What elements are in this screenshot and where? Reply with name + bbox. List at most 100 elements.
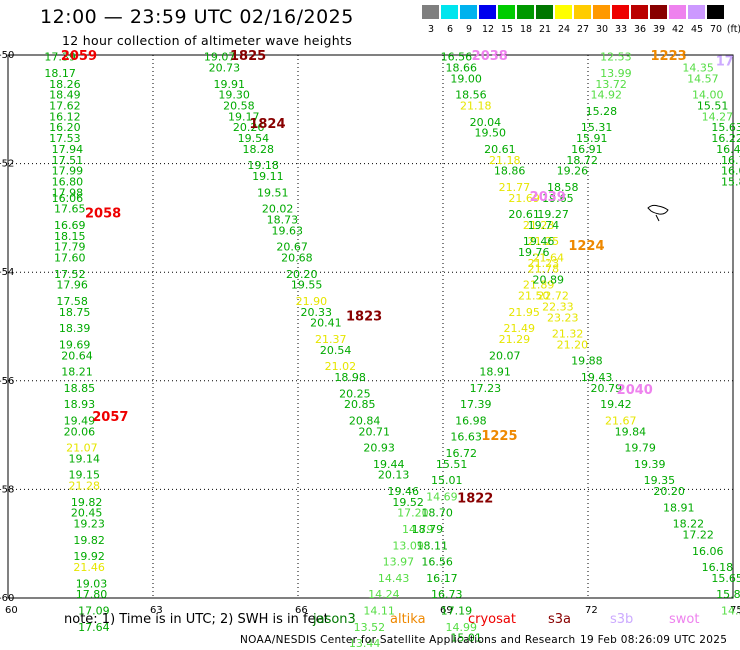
swh-value-label: 13.44: [349, 637, 381, 650]
latitude-tick-label: -50: [0, 50, 14, 61]
swh-value-label: 20.61: [484, 143, 515, 156]
legend-label: 21: [538, 24, 552, 35]
swh-value-label: 16.98: [455, 414, 487, 427]
legend-label: 42: [671, 24, 685, 35]
swh-value-label: 15.01: [431, 474, 463, 487]
legend-label: 36: [633, 24, 647, 35]
swh-value-label: 15.91: [576, 132, 608, 145]
swh-value-label: 17.64: [78, 621, 110, 634]
swh-value-label: 19.00: [450, 72, 482, 85]
swh-value-label: 22.33: [542, 300, 574, 313]
swh-value-label: 18.91: [479, 366, 511, 379]
swh-value-label: 19.82: [71, 496, 103, 509]
swh-value-label: 21.78: [528, 262, 560, 275]
swh-value-label: 19.35: [644, 474, 676, 487]
swh-value-label: 19.18: [247, 159, 278, 172]
swh-value-label: 16.22: [711, 132, 740, 145]
swh-value-label: 19.63: [272, 224, 304, 237]
swh-value-label: 20.20: [286, 268, 318, 281]
swh-value-label: 16.63: [450, 431, 482, 444]
legend-swatch: [441, 5, 458, 19]
swh-value-label: 18.86: [494, 165, 526, 178]
swh-value-label: 17.62: [49, 99, 81, 112]
swh-value-label: 17.79: [54, 241, 86, 254]
swh-value-label: 17.53: [49, 132, 81, 145]
swh-value-label: 19.46: [523, 235, 555, 248]
swh-value-label: 14.99: [446, 621, 478, 634]
swh-value-label: 21.67: [605, 414, 637, 427]
satellite-name: jason3: [313, 612, 356, 627]
swh-value-label: 19.14: [69, 452, 101, 465]
swh-value-label: 20.67: [276, 241, 308, 254]
swh-value-label: 20.20: [653, 485, 685, 498]
swh-value-label: 18.75: [59, 306, 90, 319]
credit-text: NOAA/NESDIS Center for Satellite Applica…: [240, 634, 576, 646]
swh-value-label: 21.90: [296, 295, 328, 308]
legend-label: 12: [481, 24, 495, 35]
swh-value-label: 20.13: [378, 469, 410, 482]
swh-value-label: 17.96: [56, 279, 88, 292]
legend-swatch: [688, 5, 705, 19]
swh-value-label: 17.98: [52, 186, 83, 199]
swh-value-label: 18.91: [663, 501, 695, 514]
swh-value-label: 21.18: [460, 99, 492, 112]
swh-value-label: 21.46: [73, 561, 105, 574]
legend-swatch: [479, 5, 496, 19]
swh-value-label: 19.23: [73, 518, 105, 531]
pass-time-label: 1225: [481, 429, 517, 444]
swh-value-label: 18.49: [49, 89, 81, 102]
units-note: note: 1) Time is in UTC; 2) SWH is in fe…: [64, 612, 329, 627]
swh-value-label: 18.93: [64, 398, 96, 411]
latitude-tick-label: -52: [0, 159, 14, 170]
pass-time-label: 2038: [472, 49, 508, 64]
swh-value-label: 14.24: [368, 588, 400, 601]
pass-time-label: 1823: [346, 310, 382, 325]
swh-value-label: 17.65: [54, 203, 86, 216]
swh-value-label: 14.51: [721, 604, 740, 617]
legend-label: 24: [557, 24, 571, 35]
swh-value-label: 15.51: [436, 458, 468, 471]
swh-value-label: 19.07: [204, 51, 236, 64]
island-outline: [647, 204, 669, 222]
swh-value-label: 18.21: [61, 366, 93, 379]
swh-value-label: 14.43: [378, 572, 410, 585]
latitude-tick-label: -58: [0, 484, 14, 495]
swh-value-label: 16.12: [49, 110, 81, 123]
longitude-tick-label: 75: [730, 605, 740, 616]
swh-value-label: 19.65: [542, 192, 574, 205]
pass-time-label: 17: [716, 54, 734, 69]
swh-value-label: 21.07: [66, 442, 98, 455]
latitude-tick-label: -60: [0, 593, 14, 604]
swh-value-label: 19.43: [581, 371, 613, 384]
satellite-name: s3b: [610, 612, 634, 627]
swh-value-label: 18.15: [54, 230, 86, 243]
legend-swatch: [593, 5, 610, 19]
swh-value-label: 20.54: [320, 344, 352, 357]
swh-value-label: 14.11: [363, 604, 395, 617]
legend-label: 39: [652, 24, 666, 35]
swh-value-label: 20.41: [310, 317, 342, 330]
swh-value-label: 19.52: [392, 496, 424, 509]
swh-value-label: 21.37: [315, 333, 347, 346]
legend-swatch: [631, 5, 648, 19]
satellite-name: cryosat: [468, 612, 516, 627]
swh-value-label: 19.92: [73, 550, 105, 563]
swh-value-label: 16.06: [692, 545, 724, 558]
legend-label: 3: [427, 24, 435, 35]
legend-swatch: [574, 5, 591, 19]
pass-time-label: 2040: [617, 383, 653, 398]
swh-value-label: 21.89: [523, 279, 555, 292]
swh-value-label: 13.72: [595, 78, 627, 91]
longitude-tick-label: 63: [150, 605, 163, 616]
swh-value-label: 18.72: [566, 154, 598, 167]
swh-value-label: 14.27: [702, 110, 734, 123]
swh-value-label: 20.84: [349, 414, 381, 427]
swh-value-label: 16.18: [702, 561, 734, 574]
swh-value-label: 13.99: [600, 67, 632, 80]
swh-value-label: 19.84: [615, 425, 647, 438]
legend-swatch: [555, 5, 572, 19]
swh-value-label: 19.91: [214, 78, 246, 91]
swh-value-label: 21.49: [504, 322, 536, 335]
pass-time-label: 2059: [61, 49, 97, 64]
